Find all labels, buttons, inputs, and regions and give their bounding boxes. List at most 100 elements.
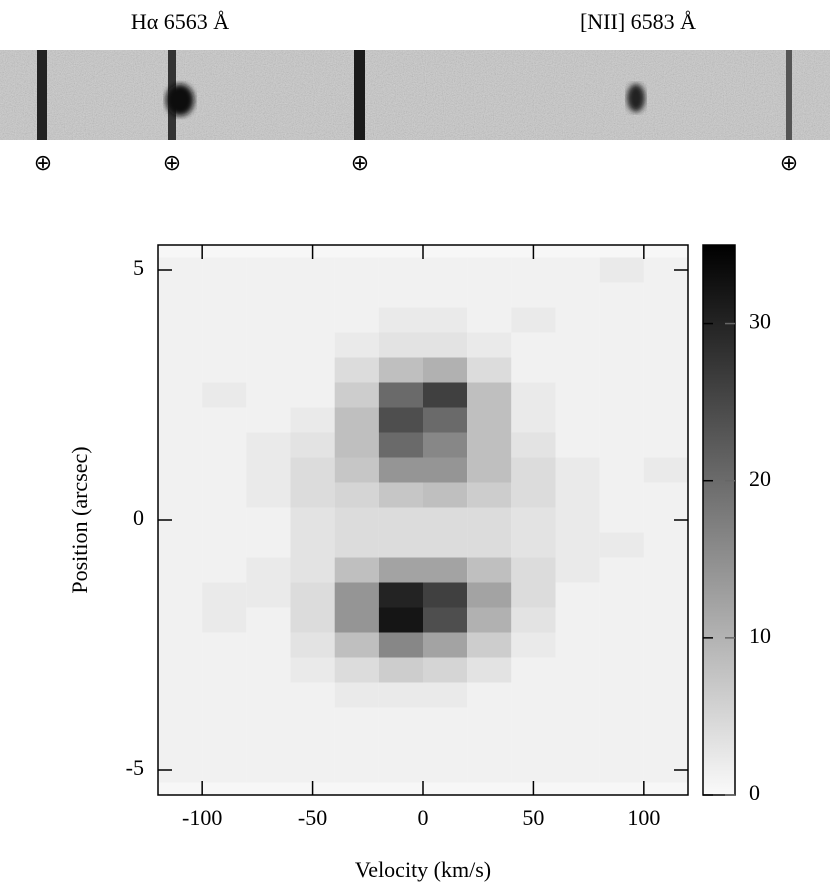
- y-tick-label: 0: [133, 505, 144, 530]
- heat-cell: [423, 357, 468, 383]
- heat-cell: [334, 557, 379, 583]
- heat-cell: [246, 757, 291, 783]
- heat-cell: [555, 607, 600, 633]
- star-marker: ⊕: [163, 150, 181, 175]
- heat-cell: [467, 682, 512, 708]
- heat-cell: [423, 757, 468, 783]
- heat-cell: [202, 382, 247, 408]
- heat-cell: [290, 582, 335, 608]
- heat-cell: [290, 257, 335, 283]
- heat-cell: [158, 282, 203, 308]
- heat-cell: [467, 582, 512, 608]
- heat-cell: [334, 307, 379, 333]
- heat-cell: [643, 282, 688, 308]
- heat-cell: [423, 307, 468, 333]
- heat-cell: [158, 357, 203, 383]
- heat-cell: [467, 407, 512, 433]
- heat-cell: [511, 307, 556, 333]
- heat-cell: [599, 532, 644, 558]
- star-marker: ⊕: [34, 150, 52, 175]
- heat-cell: [246, 382, 291, 408]
- heat-cell: [467, 282, 512, 308]
- heat-cell: [202, 357, 247, 383]
- heat-cell: [334, 732, 379, 758]
- heat-cell: [246, 432, 291, 458]
- heat-cell: [643, 732, 688, 758]
- heat-cell: [511, 482, 556, 508]
- x-tick-label: 0: [418, 805, 429, 830]
- heat-cell: [202, 432, 247, 458]
- heat-cell: [643, 332, 688, 358]
- heat-cell: [555, 732, 600, 758]
- heat-cell: [423, 632, 468, 658]
- heat-cell: [599, 757, 644, 783]
- heat-cell: [290, 357, 335, 383]
- heat-cell: [555, 707, 600, 733]
- strip-noise: [0, 50, 830, 140]
- heat-cell: [511, 632, 556, 658]
- heat-cell: [334, 432, 379, 458]
- heat-cell: [511, 407, 556, 433]
- heat-cell: [378, 732, 423, 758]
- heat-cell: [202, 757, 247, 783]
- heat-cell: [334, 257, 379, 283]
- heat-cell: [246, 332, 291, 358]
- heat-cell: [423, 732, 468, 758]
- heat-cell: [378, 282, 423, 308]
- heat-cell: [290, 332, 335, 358]
- heat-cell: [202, 482, 247, 508]
- heat-cell: [246, 582, 291, 608]
- heat-cell: [246, 307, 291, 333]
- heat-cell: [555, 357, 600, 383]
- colorbar-tick-label: 0: [749, 780, 760, 805]
- heat-cell: [378, 432, 423, 458]
- heat-cell: [643, 532, 688, 558]
- heat-cell: [290, 407, 335, 433]
- heat-cell: [467, 332, 512, 358]
- heat-cell: [290, 507, 335, 533]
- heat-cell: [599, 257, 644, 283]
- heat-cell: [290, 457, 335, 483]
- heat-cell: [643, 557, 688, 583]
- heat-cell: [378, 657, 423, 683]
- heat-cell: [643, 382, 688, 408]
- heat-cell: [290, 382, 335, 408]
- x-tick-label: 50: [522, 805, 544, 830]
- heat-cell: [599, 382, 644, 408]
- heat-cell: [599, 357, 644, 383]
- heat-cell: [334, 757, 379, 783]
- heat-cell: [290, 432, 335, 458]
- heat-cell: [158, 457, 203, 483]
- heat-cell: [334, 507, 379, 533]
- heat-cell: [599, 582, 644, 608]
- heat-cell: [334, 707, 379, 733]
- heat-cell: [511, 457, 556, 483]
- heat-cell: [511, 282, 556, 308]
- heat-cell: [290, 732, 335, 758]
- heat-cell: [599, 432, 644, 458]
- heat-cell: [423, 657, 468, 683]
- heat-cell: [643, 482, 688, 508]
- heat-cell: [158, 632, 203, 658]
- heat-cell: [246, 632, 291, 658]
- colorbar-tick-label: 30: [749, 309, 771, 334]
- heat-cell: [423, 507, 468, 533]
- heat-cell: [511, 582, 556, 608]
- heat-cell: [158, 482, 203, 508]
- heat-cell: [511, 757, 556, 783]
- heat-cell: [467, 707, 512, 733]
- heat-cell: [555, 582, 600, 608]
- heat-cell: [511, 682, 556, 708]
- heat-cell: [158, 607, 203, 633]
- heat-cell: [158, 657, 203, 683]
- heat-cell: [555, 407, 600, 433]
- heat-cell: [423, 482, 468, 508]
- sky-line: [354, 50, 365, 140]
- star-marker: ⊕: [351, 150, 369, 175]
- heat-cell: [643, 607, 688, 633]
- colorbar-tick-label: 20: [749, 466, 771, 491]
- heat-cell: [643, 407, 688, 433]
- heat-cell: [643, 457, 688, 483]
- sky-line: [37, 50, 47, 140]
